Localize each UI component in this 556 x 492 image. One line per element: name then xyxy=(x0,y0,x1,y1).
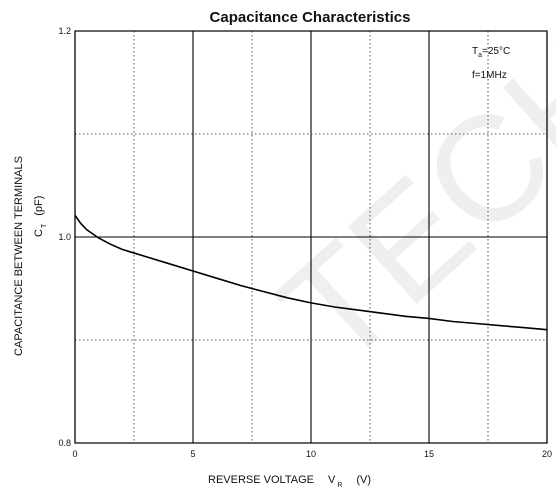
y-tick-label: 1.2 xyxy=(58,26,71,36)
plot-frame xyxy=(74,30,548,444)
x-axis-title: REVERSE VOLTAGE xyxy=(208,474,314,486)
y-axis-unit: (pF) xyxy=(33,196,45,216)
x-tick-label: 10 xyxy=(306,449,316,459)
temp-symbol: T xyxy=(472,46,478,57)
temp-value: =25°C xyxy=(482,46,510,57)
x-tick-label: 20 xyxy=(542,449,552,459)
x-tick-label: 5 xyxy=(190,449,195,459)
tick-labels: 0 5 10 15 20 0.8 1.0 1.2 xyxy=(58,26,552,459)
y-axis-symbol-label: CT (pF) xyxy=(33,196,48,237)
x-axis-label: REVERSE VOLTAGE V R (V) xyxy=(208,474,371,489)
x-tick-label: 0 xyxy=(72,449,77,459)
y-axis-symbol: C xyxy=(33,229,45,237)
x-axis-subscript: R xyxy=(337,482,342,489)
x-axis-unit: (V) xyxy=(356,474,371,486)
y-tick-label: 1.0 xyxy=(58,232,71,242)
y-axis-subscript: T xyxy=(41,223,48,228)
watermark-text: TECH xyxy=(248,0,556,397)
x-tick-label: 15 xyxy=(424,449,434,459)
temperature-condition: Ta=25°C xyxy=(472,46,510,59)
x-axis-symbol: V xyxy=(328,474,336,486)
chart-title: Capacitance Characteristics xyxy=(210,9,411,26)
frequency-condition: f=1MHz xyxy=(472,70,507,81)
y-axis-label: CAPACITANCE BETWEEN TERMINALS xyxy=(13,156,25,356)
y-tick-label: 0.8 xyxy=(58,438,71,448)
temp-subscript: a xyxy=(478,52,482,59)
capacitance-curve xyxy=(74,214,548,331)
